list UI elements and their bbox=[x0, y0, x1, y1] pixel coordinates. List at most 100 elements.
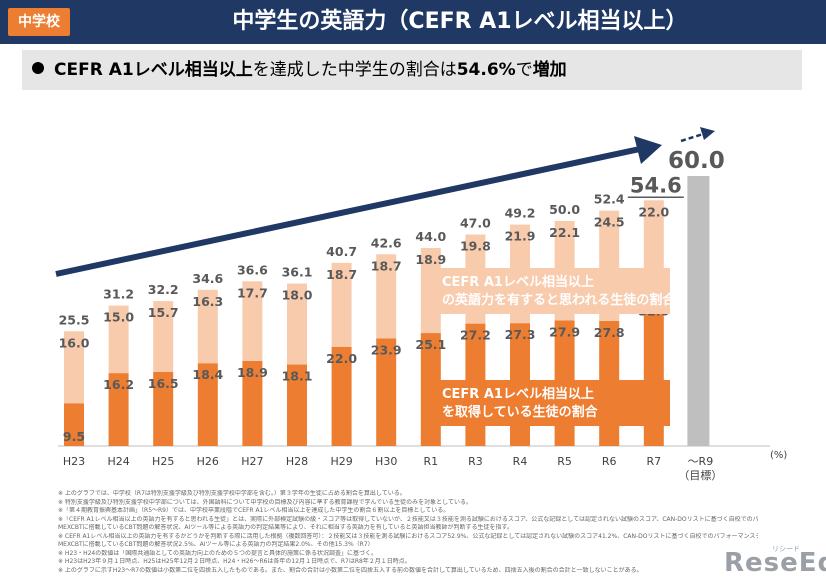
legend-acquired-text: CEFR A1レベル相当以上 bbox=[442, 386, 594, 402]
legend-acquired-text: を取得している生徒の割合 bbox=[442, 404, 599, 420]
data-label-estimated: 19.8 bbox=[460, 239, 491, 254]
x-tick-label: H24 bbox=[107, 455, 129, 468]
x-tick-label: H25 bbox=[152, 455, 174, 468]
school-level-badge: 中学校 bbox=[8, 8, 70, 36]
bar-segment-acquired bbox=[376, 338, 397, 446]
data-label-total: 49.2 bbox=[505, 206, 536, 221]
trend-arrowhead-icon bbox=[634, 136, 662, 164]
footnote: ※ H23・H24の数値は「国際共通語としての英語力向上のための５つの提言と具体… bbox=[58, 549, 378, 557]
legend-acquired-box bbox=[432, 380, 670, 426]
x-tick-label: H30 bbox=[375, 455, 397, 468]
x-tick-label: R3 bbox=[468, 455, 483, 468]
data-label-acquired: 27.9 bbox=[549, 324, 580, 339]
data-label-acquired: 23.9 bbox=[371, 342, 402, 357]
bullet-icon bbox=[32, 62, 44, 74]
legend-estimated-box bbox=[432, 268, 670, 314]
data-label-estimated: 18.9 bbox=[415, 252, 446, 267]
footnote: ※ H23はH23年９月１日時点、H25はH25年12月２日時点、H24・H26… bbox=[58, 558, 411, 565]
bar-segment-estimated bbox=[153, 301, 174, 372]
data-label-estimated: 17.7 bbox=[237, 285, 268, 300]
footnote: ※「第４期教育振興基本計画」（R5～R9）では、中学校卒業段階でCEFR A1レ… bbox=[58, 507, 450, 514]
data-label-estimated: 16.3 bbox=[192, 294, 223, 309]
x-tick-label: H29 bbox=[330, 455, 352, 468]
footnote: ※ 特別支援学級及び特別支援学校中学部については、外国語科について中学校の目標及… bbox=[58, 498, 472, 506]
x-tick-label: ～R9 bbox=[688, 455, 714, 468]
data-label-total: 32.2 bbox=[148, 282, 179, 297]
bar-segment-acquired bbox=[331, 347, 352, 446]
bar-segment-acquired bbox=[153, 371, 174, 446]
data-label-estimated: 18.7 bbox=[371, 258, 402, 273]
x-tick-label: R5 bbox=[557, 455, 572, 468]
summary-text: CEFR A1レベル相当以上を達成した中学生の割合は54.6%で増加 bbox=[54, 59, 567, 81]
data-label-total: 34.6 bbox=[192, 271, 223, 286]
data-label-acquired: 9.5 bbox=[63, 429, 85, 444]
data-label-acquired: 22.0 bbox=[326, 351, 357, 366]
data-label-total-highlight: 54.6 bbox=[630, 173, 682, 197]
footnote: ※ 上のグラフでは、中学校（R7は特別支援学級及び特別支援学校中学部を含む。）第… bbox=[58, 490, 406, 497]
title-bar: 中学校 中学生の英語力（CEFR A1レベル相当以上） bbox=[0, 0, 826, 44]
footnote: MEXCBTに搭載しているCBT問題の解答状況2.5%、AIツール等による英語力… bbox=[58, 541, 374, 548]
bar-segment-estimated bbox=[376, 254, 397, 339]
data-label-acquired: 18.4 bbox=[192, 367, 223, 382]
summary-box: CEFR A1レベル相当以上を達成した中学生の割合は54.6%で増加 bbox=[22, 50, 802, 90]
bar-segment-acquired bbox=[64, 403, 84, 446]
data-label-estimated: 18.0 bbox=[282, 288, 313, 303]
data-label-estimated: 22.0 bbox=[638, 204, 669, 219]
bar-segment-estimated bbox=[242, 281, 263, 361]
bar-segment-estimated bbox=[287, 283, 307, 365]
footnote: ※ CEFR A1レベル相当以上の英語力を有するかどうかを判断する際に活用した根… bbox=[58, 532, 758, 540]
bar-segment-estimated bbox=[197, 289, 218, 364]
data-label-total: 31.2 bbox=[103, 287, 134, 302]
x-tick-label: R7 bbox=[646, 455, 661, 468]
data-label-total: 36.6 bbox=[237, 262, 268, 277]
data-label-acquired: 27.8 bbox=[594, 325, 625, 340]
x-tick-label: H28 bbox=[286, 455, 308, 468]
data-label-acquired: 18.9 bbox=[237, 365, 268, 380]
bar-segment-estimated bbox=[331, 262, 352, 347]
x-tick-label: R4 bbox=[513, 455, 528, 468]
x-tick-label: （目標） bbox=[678, 468, 722, 482]
data-label-estimated: 22.1 bbox=[549, 225, 580, 240]
data-label-total: 44.0 bbox=[415, 229, 446, 244]
bar-segment-acquired bbox=[197, 363, 218, 446]
data-label-total: 42.6 bbox=[371, 235, 402, 250]
summary-lead: CEFR A1レベル相当以上 bbox=[54, 60, 253, 80]
unit-label: (%) bbox=[770, 450, 787, 461]
legend-estimated-text: の英語力を有すると思われる生徒の割合 bbox=[442, 292, 676, 308]
data-label-total: 50.0 bbox=[549, 202, 580, 217]
data-label-acquired: 27.2 bbox=[460, 328, 491, 343]
data-label-total: 47.0 bbox=[460, 216, 491, 231]
footnotes: ※ 上のグラフでは、中学校（R7は特別支援学級及び特別支援学校中学部を含む。）第… bbox=[58, 490, 758, 575]
bar-segment-acquired bbox=[242, 360, 263, 446]
summary-emphasis: 増加 bbox=[532, 60, 567, 80]
summary-middle: を達成した中学生の割合は bbox=[252, 60, 457, 80]
bar-segment-acquired bbox=[287, 364, 307, 446]
footnote: ※「CEFR A1レベル相当以上の英語力を有すると思われる生徒」とは、実際に外部… bbox=[58, 515, 758, 523]
bar-segment-acquired bbox=[108, 373, 129, 446]
data-label-total: 36.1 bbox=[282, 265, 313, 280]
data-label-total: 25.5 bbox=[59, 312, 90, 327]
data-label-acquired: 16.2 bbox=[103, 377, 134, 392]
trend-arrow-icon bbox=[55, 146, 641, 277]
data-label-estimated: 18.7 bbox=[326, 267, 357, 282]
x-tick-label: H27 bbox=[241, 455, 263, 468]
bar-segment-estimated bbox=[64, 331, 84, 404]
data-label-estimated: 15.0 bbox=[103, 310, 134, 325]
summary-tail: で bbox=[515, 60, 533, 80]
data-label-estimated: 16.0 bbox=[59, 335, 90, 350]
data-label-acquired: 16.5 bbox=[148, 376, 179, 391]
data-label-total: 52.4 bbox=[594, 192, 625, 207]
x-tick-label: H23 bbox=[63, 455, 85, 468]
data-label-acquired: 27.3 bbox=[505, 327, 536, 342]
resed-logo: ReseEd bbox=[724, 548, 826, 578]
x-tick-label: R6 bbox=[602, 455, 617, 468]
summary-value: 54.6% bbox=[456, 60, 516, 80]
bar-segment-estimated bbox=[108, 305, 129, 374]
target-dashed-arrowhead-icon bbox=[700, 127, 715, 140]
legend-estimated-text: CEFR A1レベル相当以上 bbox=[442, 274, 594, 290]
data-label-acquired: 18.1 bbox=[282, 369, 313, 384]
footnote: MEXCBTに搭載しているCBT問題の解答状況、AIツール等による英語力の判定結… bbox=[58, 524, 513, 531]
data-label-estimated: 15.7 bbox=[148, 305, 179, 320]
target-dashed-arrow-icon bbox=[680, 132, 704, 143]
